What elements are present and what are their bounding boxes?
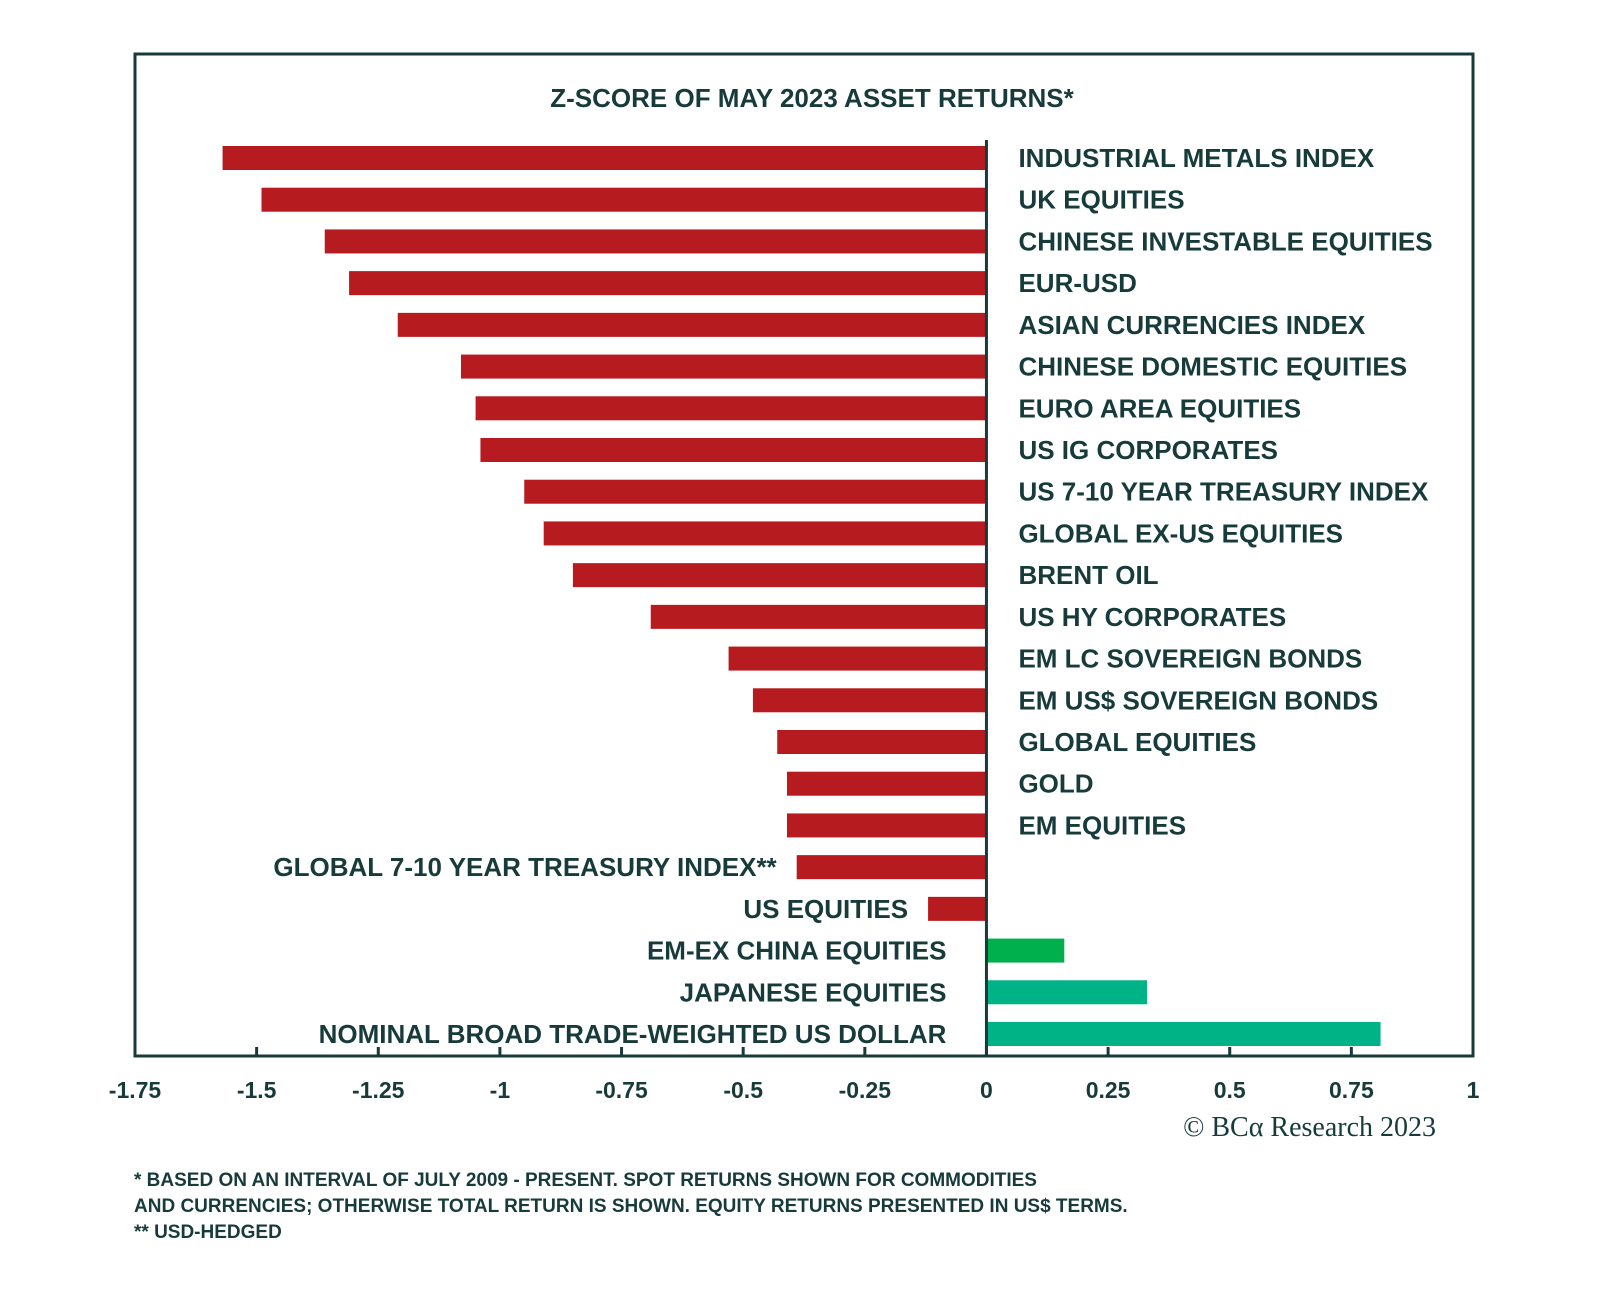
bar	[475, 396, 987, 421]
bar	[349, 271, 987, 296]
bar	[543, 521, 987, 546]
bar	[261, 187, 987, 212]
category-label: EURO AREA EQUITIES	[1018, 393, 1301, 423]
bar	[928, 896, 987, 921]
chart-title: Z-SCORE OF MAY 2023 ASSET RETURNS*	[550, 83, 1074, 113]
x-tick-label: -1.25	[352, 1077, 405, 1103]
category-label: EM US$ SOVEREIGN BONDS	[1018, 685, 1378, 715]
bar	[572, 563, 987, 588]
footnote-1: * BASED ON AN INTERVAL OF JULY 2009 - PR…	[134, 1170, 1037, 1191]
category-label: INDUSTRIAL METALS INDEX	[1018, 143, 1374, 173]
footnote-2: AND CURRENCIES; OTHERWISE TOTAL RETURN I…	[134, 1196, 1128, 1217]
category-label: NOMINAL BROAD TRADE-WEIGHTED US DOLLAR	[319, 1019, 947, 1049]
bar	[986, 938, 1065, 963]
bar	[324, 229, 987, 254]
category-label: BRENT OIL	[1018, 560, 1158, 590]
category-label: US EQUITIES	[743, 894, 908, 924]
x-tick-label: -1.5	[237, 1077, 277, 1103]
x-tick-label: -0.75	[595, 1077, 648, 1103]
category-label: GLOBAL 7-10 YEAR TREASURY INDEX**	[273, 852, 777, 882]
bar	[480, 438, 987, 462]
category-label: US IG CORPORATES	[1018, 435, 1278, 465]
category-label: UK EQUITIES	[1018, 185, 1184, 215]
category-label: EM EQUITIES	[1018, 810, 1186, 840]
category-label: GOLD	[1018, 769, 1093, 799]
category-label: ASIAN CURRENCIES INDEX	[1018, 310, 1365, 340]
bar	[222, 146, 987, 170]
bar	[524, 479, 987, 504]
category-label: CHINESE INVESTABLE EQUITIES	[1018, 226, 1432, 256]
category-label: JAPANESE EQUITIES	[680, 977, 947, 1007]
chart-frame	[133, 52, 1475, 1058]
footnote-3: ** USD-HEDGED	[134, 1222, 282, 1243]
category-label: CHINESE DOMESTIC EQUITIES	[1018, 352, 1407, 382]
category-label: US HY CORPORATES	[1018, 602, 1286, 632]
bar	[752, 688, 987, 713]
bar	[986, 1022, 1381, 1046]
bar	[786, 771, 987, 796]
bar	[728, 646, 987, 671]
x-tick-label: 1	[1467, 1077, 1480, 1103]
bar	[786, 813, 987, 838]
category-label: GLOBAL EX-US EQUITIES	[1018, 518, 1343, 548]
category-label: EUR-USD	[1018, 268, 1136, 298]
bar	[460, 354, 987, 379]
x-tick-label: 0.75	[1329, 1077, 1374, 1103]
bar	[777, 730, 987, 754]
x-tick-label: -1.75	[109, 1077, 162, 1103]
x-tick-label: 0.5	[1214, 1077, 1246, 1103]
bar	[397, 312, 987, 337]
bar	[986, 980, 1148, 1005]
x-tick-label: 0	[980, 1077, 993, 1103]
bar	[796, 855, 987, 880]
category-label: EM LC SOVEREIGN BONDS	[1018, 644, 1362, 674]
category-label: GLOBAL EQUITIES	[1018, 727, 1256, 757]
x-tick-label: -0.25	[839, 1077, 892, 1103]
x-tick-label: -0.5	[723, 1077, 763, 1103]
category-label: US 7-10 YEAR TREASURY INDEX	[1018, 477, 1429, 507]
source-credit: © BCα Research 2023	[1183, 1112, 1436, 1143]
category-label: EM-EX CHINA EQUITIES	[647, 936, 947, 966]
x-tick-label: -1	[490, 1077, 511, 1103]
bar	[650, 604, 987, 629]
x-tick-label: 0.25	[1086, 1077, 1131, 1103]
